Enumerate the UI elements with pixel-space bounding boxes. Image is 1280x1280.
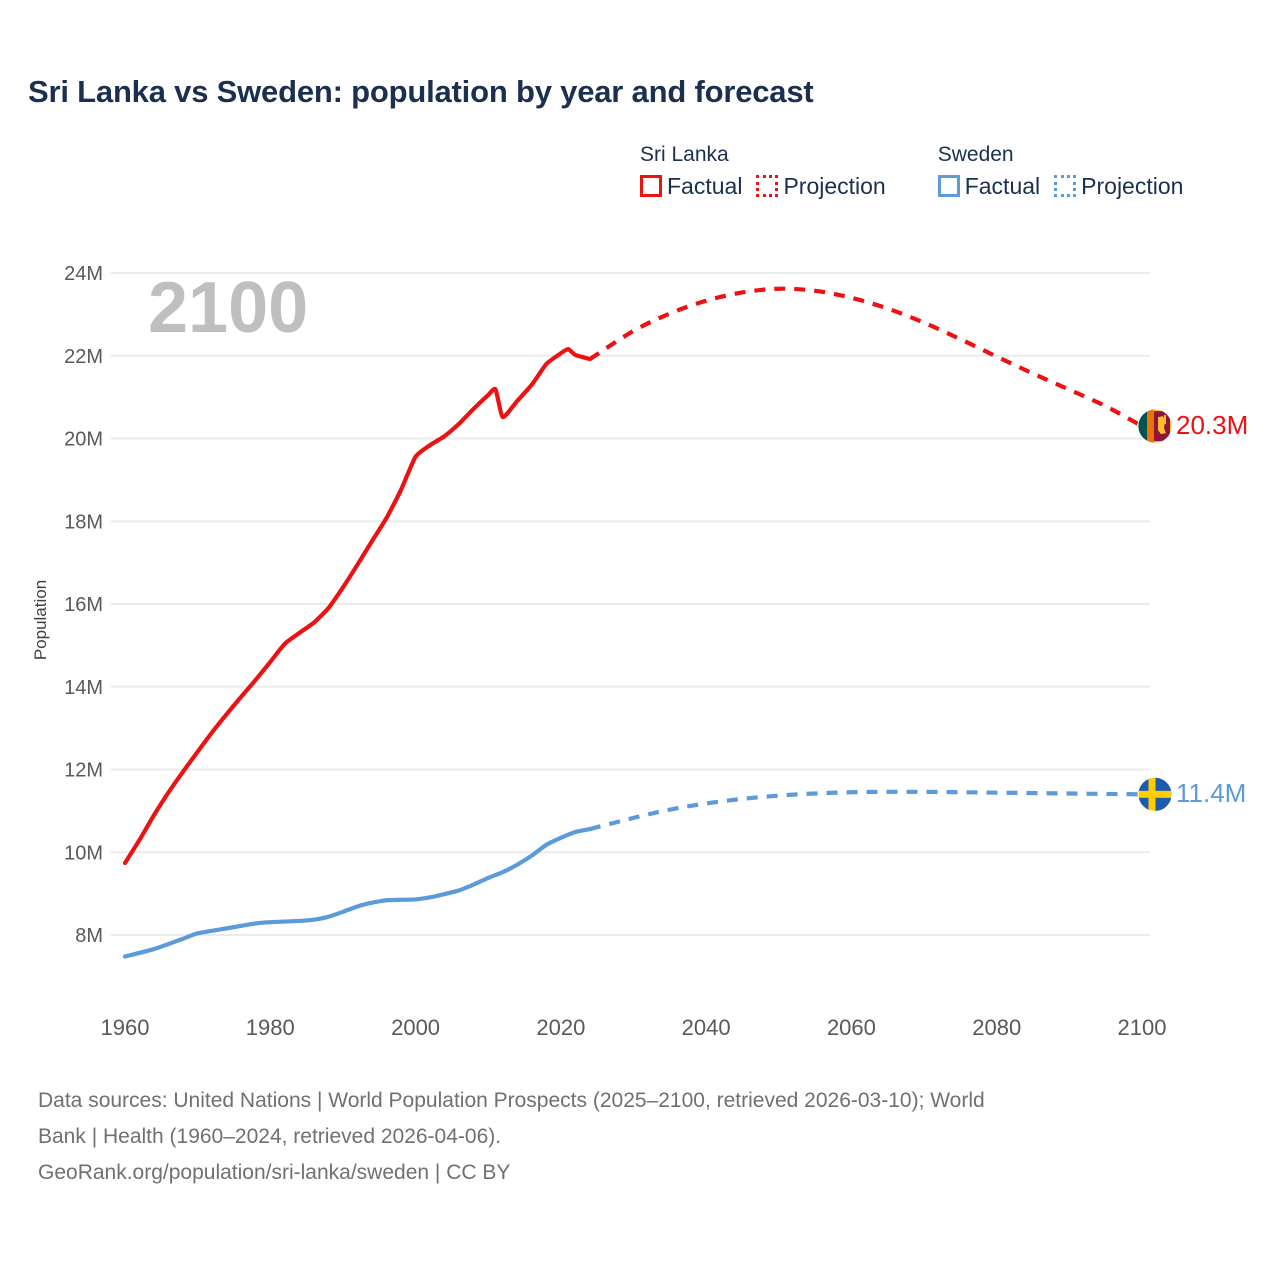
chart-gridlines — [111, 272, 1150, 936]
y-axis-tick: 18M — [64, 511, 103, 533]
endpoint-value-sri-lanka: 20.3M — [1176, 410, 1248, 440]
legend-group-title-sri-lanka: Sri Lanka — [640, 143, 729, 166]
legend-item-sweden-factual[interactable]: Factual — [937, 173, 1041, 199]
series-line-projection-sweden — [589, 789, 1143, 832]
chart-legend: Sri Lanka Factual Projection Sweden Fact… — [640, 142, 1183, 199]
y-axis-tick-labels: 8M 10M 12M 14M 16M 18M 20M 22M 24M — [64, 263, 103, 947]
x-axis-tick: 1980 — [246, 1015, 295, 1040]
legend-label-sri-lanka-factual: Factual — [667, 173, 743, 199]
y-axis-tick: 16M — [64, 594, 103, 616]
legend-item-sri-lanka-factual[interactable]: Factual — [640, 173, 742, 199]
endpoint-value-sweden: 11.4M — [1176, 778, 1246, 808]
footer-line-sources-1: Data sources: United Nations | World Pop… — [38, 1089, 985, 1112]
series-line-factual-sweden — [122, 826, 593, 959]
y-axis-tick: 8M — [75, 925, 103, 947]
x-axis-tick: 1960 — [101, 1015, 150, 1040]
x-axis-tick: 2100 — [1118, 1015, 1167, 1040]
legend-group-title-sweden: Sweden — [937, 143, 1014, 166]
x-axis-tick: 2000 — [391, 1015, 440, 1040]
y-axis-tick: 12M — [64, 760, 103, 782]
chart-plot: 8M 10M 12M 14M 16M 18M 20M 22M 24M 1960 1980 2000 2… — [31, 263, 1248, 1040]
y-axis-tick: 14M — [64, 677, 103, 699]
legend-swatch-solid-icon — [937, 175, 960, 197]
chart-footer: Data sources: United Nations | World Pop… — [38, 1083, 1248, 1191]
chart-endpoint-markers: 20.3M 11.4M — [1137, 408, 1248, 812]
footer-line-attribution: GeoRank.org/population/sri-lanka/sweden … — [38, 1161, 511, 1184]
footer-line-sources-2: Bank | Health (1960–2024, retrieved 2026… — [38, 1125, 502, 1148]
chart-series-layer — [122, 286, 1144, 959]
y-axis-tick: 24M — [64, 263, 103, 285]
y-axis-tick: 22M — [64, 346, 103, 368]
y-axis-title: Population — [31, 580, 50, 660]
legend-swatch-solid-icon — [640, 175, 662, 197]
year-watermark: 2100 — [148, 268, 309, 348]
legend-label-sweden-factual: Factual — [964, 173, 1041, 199]
legend-label-sri-lanka-projection: Projection — [783, 173, 886, 199]
y-axis-tick: 10M — [64, 842, 103, 864]
legend-swatch-dotted-icon — [1054, 175, 1077, 197]
series-line-projection-sri-lanka — [588, 286, 1144, 428]
legend-items-sweden: Factual Projection — [937, 173, 1183, 199]
series-line-factual-sri-lanka — [122, 347, 593, 866]
legend-label-sweden-projection: Projection — [1081, 173, 1184, 199]
legend-items-sri-lanka: Factual Projection — [640, 173, 886, 199]
legend-group-sweden: Sweden Factual Projection — [937, 142, 1183, 199]
y-axis-tick: 20M — [64, 429, 103, 451]
legend-item-sweden-projection[interactable]: Projection — [1054, 173, 1183, 199]
x-axis-tick-labels: 1960 1980 2000 2020 2040 2060 2080 2100 — [101, 1015, 1167, 1040]
x-axis-tick: 2060 — [827, 1015, 876, 1040]
legend-swatch-dotted-icon — [756, 175, 779, 197]
x-axis-tick: 2020 — [536, 1015, 585, 1040]
legend-group-sri-lanka: Sri Lanka Factual Projection — [640, 142, 886, 199]
x-axis-tick: 2080 — [972, 1015, 1021, 1040]
page-title: Sri Lanka vs Sweden: population by year … — [28, 74, 814, 109]
x-axis-tick: 2040 — [682, 1015, 731, 1040]
sweden-flag-icon — [1137, 776, 1173, 812]
legend-item-sri-lanka-projection[interactable]: Projection — [756, 173, 886, 199]
sri-lanka-flag-icon — [1137, 408, 1173, 444]
